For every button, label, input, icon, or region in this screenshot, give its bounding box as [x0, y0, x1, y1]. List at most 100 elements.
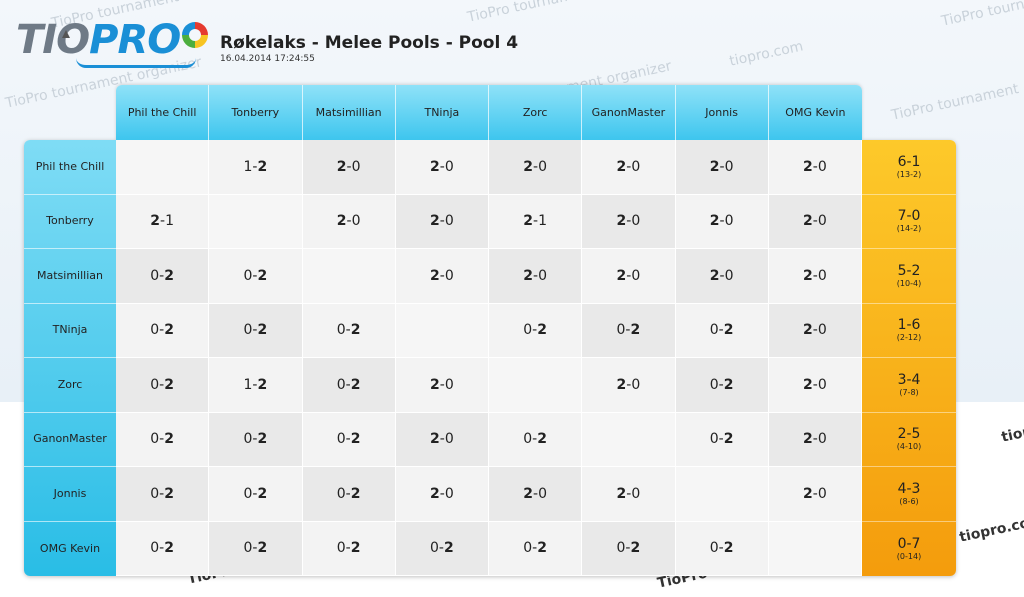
match-result-cell[interactable]: 2-0 [768, 412, 862, 467]
match-result-cell[interactable]: 0-2 [489, 521, 583, 576]
self-match-cell [116, 140, 210, 195]
row-header: Tonberry [24, 195, 116, 249]
self-match-cell [489, 358, 583, 413]
column-headers: Phil the Chill Tonberry Matsimillian TNi… [116, 85, 862, 141]
match-result-cell[interactable]: 2-0 [582, 194, 676, 249]
column-header: Tonberry [209, 85, 303, 141]
tiopro-logo[interactable]: TIOPRO [16, 14, 208, 70]
logo-wordmark: TIOPRO [16, 17, 181, 63]
match-result-cell[interactable]: 2-0 [768, 303, 862, 358]
match-record: 3-4 [897, 371, 921, 388]
column-header: Matsimillian [303, 85, 396, 141]
match-result-cell[interactable]: 1-2 [209, 358, 303, 413]
game-record: (2-12) [896, 333, 922, 343]
match-result-cell[interactable]: 0-2 [302, 412, 396, 467]
arrow-up-icon [62, 30, 70, 38]
game-record: (10-4) [896, 278, 922, 288]
match-result-cell[interactable]: 2-0 [302, 194, 396, 249]
match-result-cell[interactable]: 0-2 [209, 412, 303, 467]
swoosh-icon [76, 58, 196, 68]
match-result-cell[interactable]: 2-0 [675, 194, 769, 249]
match-result-cell[interactable]: 2-0 [768, 358, 862, 413]
match-record: 2-5 [897, 426, 921, 443]
watermark: tiopro [1000, 420, 1024, 446]
match-result-cell[interactable]: 2-0 [582, 249, 676, 304]
match-record: 4-3 [897, 480, 921, 497]
match-result-cell[interactable]: 0-2 [302, 358, 396, 413]
match-result-cell[interactable]: 2-0 [582, 358, 676, 413]
match-result-cell[interactable]: 2-0 [489, 467, 583, 522]
match-result-cell[interactable]: 2-0 [395, 194, 489, 249]
match-result-cell[interactable]: 2-0 [395, 140, 489, 195]
match-result-cell[interactable]: 2-0 [768, 194, 862, 249]
match-result-cell[interactable]: 2-0 [395, 249, 489, 304]
match-result-cell[interactable]: 2-0 [768, 140, 862, 195]
page-title: Røkelaks - Melee Pools - Pool 4 [220, 33, 519, 53]
game-record: (14-2) [896, 224, 922, 234]
match-result-cell[interactable]: 0-2 [675, 358, 769, 413]
match-result-cell[interactable]: 0-2 [489, 303, 583, 358]
game-record: (0-14) [896, 551, 922, 561]
match-result-cell[interactable]: 2-0 [675, 249, 769, 304]
self-match-cell [675, 467, 769, 522]
match-result-cell[interactable]: 0-2 [116, 303, 210, 358]
self-match-cell [209, 194, 303, 249]
row-headers: Phil the Chill Tonberry Matsimillian TNi… [24, 140, 116, 576]
timestamp: 16.04.2014 17:24:55 [220, 54, 315, 64]
player-total: 6-1 (13-2) [862, 140, 956, 195]
row-header: GanonMaster [24, 413, 116, 467]
match-result-cell[interactable]: 2-0 [489, 140, 583, 195]
match-result-cell[interactable]: 0-2 [116, 358, 210, 413]
totals-column: 6-1 (13-2) 7-0 (14-2) 5-2 (10-4) 1-6 (2-12) 3-4(… [862, 140, 956, 576]
match-result-cell[interactable]: 2-0 [395, 358, 489, 413]
match-result-cell[interactable]: 2-0 [302, 140, 396, 195]
match-result-cell[interactable]: 2-0 [395, 467, 489, 522]
match-result-cell[interactable]: 0-2 [209, 467, 303, 522]
match-record: 6-1 [897, 153, 921, 170]
match-result-cell[interactable]: 0-2 [116, 249, 210, 304]
self-match-cell [395, 303, 489, 358]
match-result-cell[interactable]: 0-2 [116, 467, 210, 522]
self-match-cell [302, 249, 396, 304]
row-header: TNinja [24, 304, 116, 358]
match-record: 0-7 [897, 535, 921, 552]
match-result-cell[interactable]: 0-2 [675, 521, 769, 576]
match-result-cell[interactable]: 2-0 [395, 412, 489, 467]
game-record: (8-6) [899, 496, 919, 506]
column-header: Jonnis [676, 85, 769, 141]
match-record: 7-0 [897, 208, 921, 225]
match-result-cell[interactable]: 0-2 [302, 467, 396, 522]
match-result-cell[interactable]: 0-2 [675, 412, 769, 467]
column-header: TNinja [396, 85, 489, 141]
match-result-cell[interactable]: 2-0 [489, 249, 583, 304]
match-result-cell[interactable]: 2-0 [675, 140, 769, 195]
column-header: OMG Kevin [785, 106, 846, 119]
player-total: 7-0 (14-2) [862, 195, 956, 249]
match-result-cell[interactable]: 2-0 [768, 467, 862, 522]
match-result-cell[interactable]: 0-2 [302, 521, 396, 576]
match-result-cell[interactable]: 2-0 [582, 467, 676, 522]
match-result-cell[interactable]: 0-2 [582, 303, 676, 358]
match-result-cell[interactable]: 0-2 [302, 303, 396, 358]
row-header: OMG Kevin [39, 541, 101, 555]
match-result-cell[interactable]: 0-2 [582, 521, 676, 576]
match-result-cell[interactable]: 0-2 [209, 249, 303, 304]
match-result-cell[interactable]: 2-0 [582, 140, 676, 195]
match-result-cell[interactable]: 0-2 [209, 303, 303, 358]
match-result-cell[interactable]: 0-2 [209, 521, 303, 576]
match-result-cell[interactable]: 0-2 [489, 412, 583, 467]
match-result-cell[interactable]: 1-2 [209, 140, 303, 195]
match-result-cell[interactable]: 0-2 [116, 521, 210, 576]
match-result-cell[interactable]: 2-1 [489, 194, 583, 249]
match-result-cell[interactable]: 2-1 [116, 194, 210, 249]
self-match-cell [768, 521, 862, 576]
match-record: 5-2 [897, 262, 921, 279]
column-header: Phil the Chill [116, 85, 210, 141]
match-result-cell[interactable]: 2-0 [768, 249, 862, 304]
match-result-cell[interactable]: 0-2 [675, 303, 769, 358]
match-result-cell[interactable]: 0-2 [116, 412, 210, 467]
self-match-cell [582, 412, 676, 467]
game-record: (13-2) [896, 169, 922, 179]
match-result-cell[interactable]: 0-2 [395, 521, 489, 576]
